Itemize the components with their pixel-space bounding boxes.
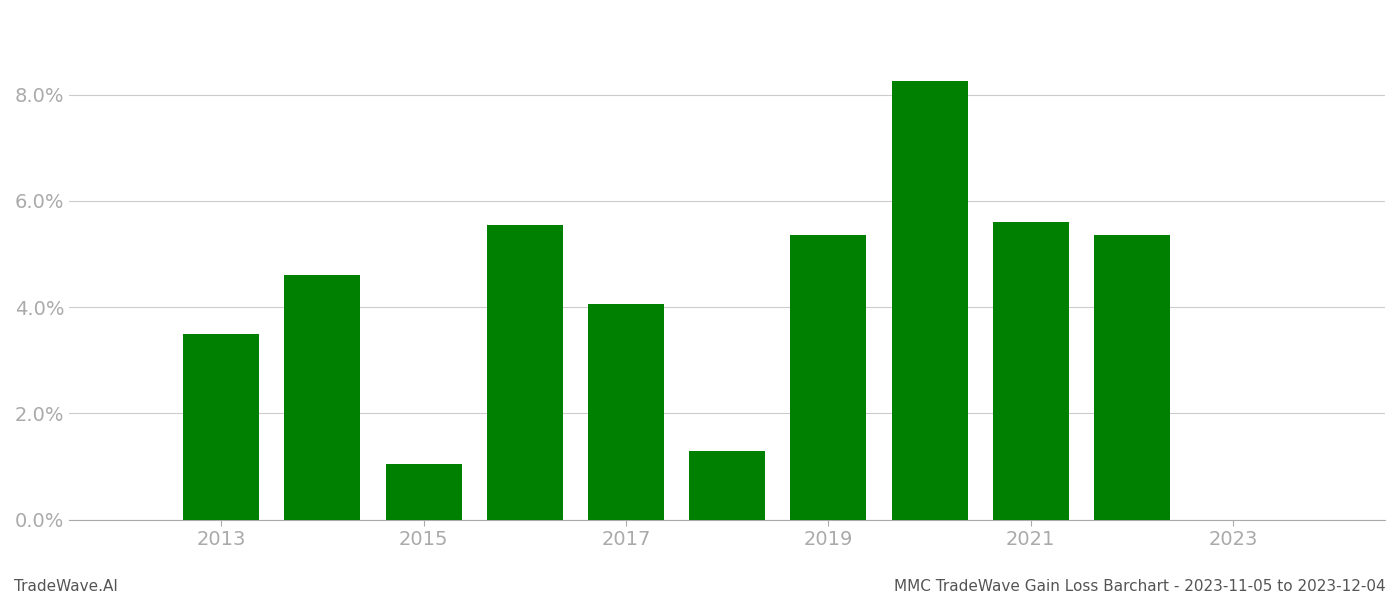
Bar xyxy=(1093,235,1170,520)
Bar xyxy=(588,304,664,520)
Bar xyxy=(183,334,259,520)
Text: TradeWave.AI: TradeWave.AI xyxy=(14,579,118,594)
Bar xyxy=(284,275,360,520)
Bar xyxy=(385,464,462,520)
Bar xyxy=(892,82,967,520)
Bar xyxy=(689,451,766,520)
Bar xyxy=(487,225,563,520)
Bar xyxy=(993,222,1068,520)
Text: MMC TradeWave Gain Loss Barchart - 2023-11-05 to 2023-12-04: MMC TradeWave Gain Loss Barchart - 2023-… xyxy=(895,579,1386,594)
Bar xyxy=(791,235,867,520)
